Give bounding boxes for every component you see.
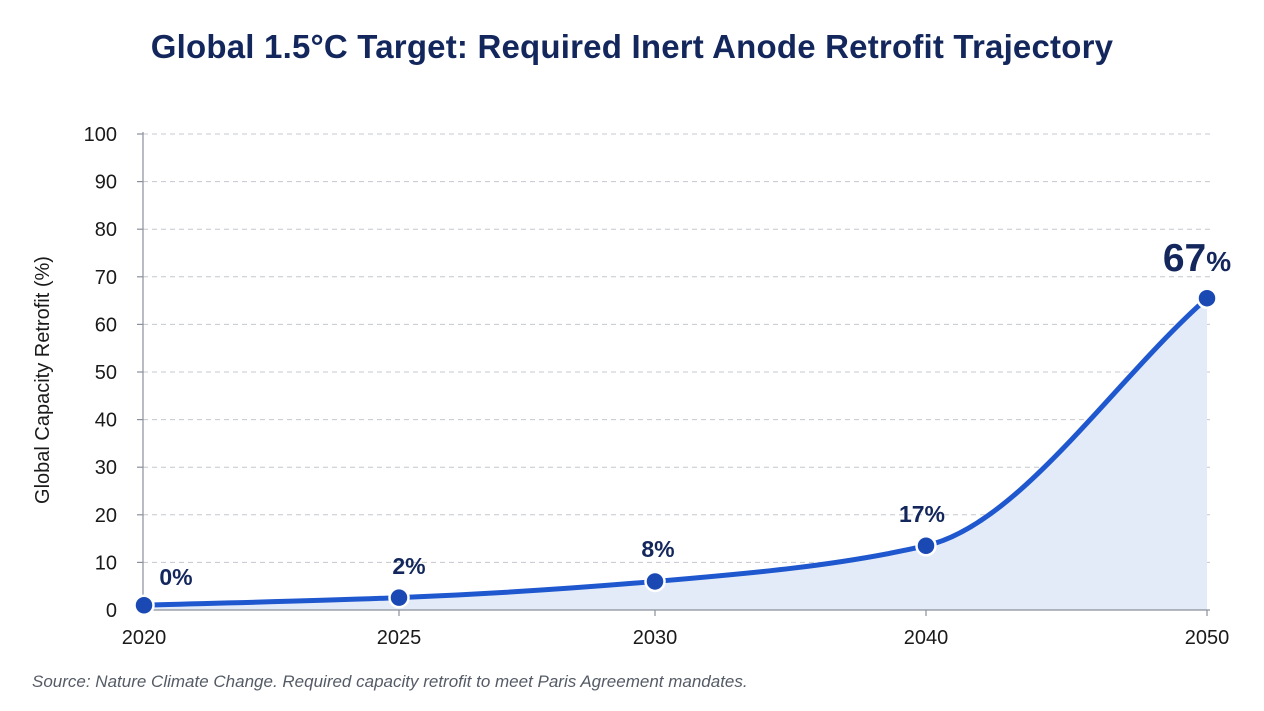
- x-tick-label-2025: 2025: [377, 627, 422, 649]
- x-tick-labels: 2020 2025 2030 2040 2050: [122, 627, 1230, 649]
- series-line: [141, 295, 1210, 608]
- data-label-suffix: %: [1206, 246, 1231, 277]
- y-tick-label-80: 80: [95, 219, 117, 241]
- data-point-2025: [388, 586, 410, 609]
- x-tick-label-2050: 2050: [1185, 627, 1230, 649]
- data-label-2025: 2%: [392, 553, 425, 579]
- gridlines: [143, 133, 1210, 563]
- y-tick-label-10: 10: [95, 552, 117, 574]
- data-point-2050: [1196, 287, 1218, 309]
- y-tick-label-30: 30: [95, 457, 117, 479]
- y-tick-label-20: 20: [95, 505, 117, 527]
- y-tick-label-50: 50: [95, 362, 117, 384]
- y-tick-label-40: 40: [95, 410, 117, 432]
- data-point-2040: [915, 534, 937, 557]
- y-tick-label-0: 0: [106, 600, 117, 622]
- data-points: [133, 287, 1218, 616]
- y-tick-label-100: 100: [84, 124, 117, 146]
- x-tick-label-2040: 2040: [904, 627, 949, 649]
- x-tick-label-2030: 2030: [633, 627, 678, 649]
- y-tick-label-70: 70: [95, 267, 117, 289]
- y-tick-labels: 0 10 20 30 40 50 60 70 80 90 100: [84, 124, 117, 622]
- axes: [137, 132, 1210, 616]
- data-label-2020: 0%: [159, 564, 192, 590]
- data-point-2030: [644, 570, 666, 593]
- y-tick-label-60: 60: [95, 314, 117, 336]
- y-axis-title: Global Capacity Retrofit (%): [32, 256, 54, 504]
- y-tick-label-90: 90: [95, 172, 117, 194]
- x-tick-label-2020: 2020: [122, 627, 167, 649]
- area-fill: [144, 298, 1207, 610]
- source-note: Source: Nature Climate Change. Required …: [32, 672, 748, 691]
- data-point-2020: [133, 594, 155, 616]
- data-label-2030: 8%: [641, 536, 674, 562]
- data-label-2040: 17%: [899, 501, 945, 527]
- data-label-2050: 67%: [1163, 237, 1231, 280]
- chart-title: Global 1.5°C Target: Required Inert Anod…: [150, 28, 1114, 65]
- data-labels: 0% 2% 8% 17% 67%: [159, 237, 1231, 590]
